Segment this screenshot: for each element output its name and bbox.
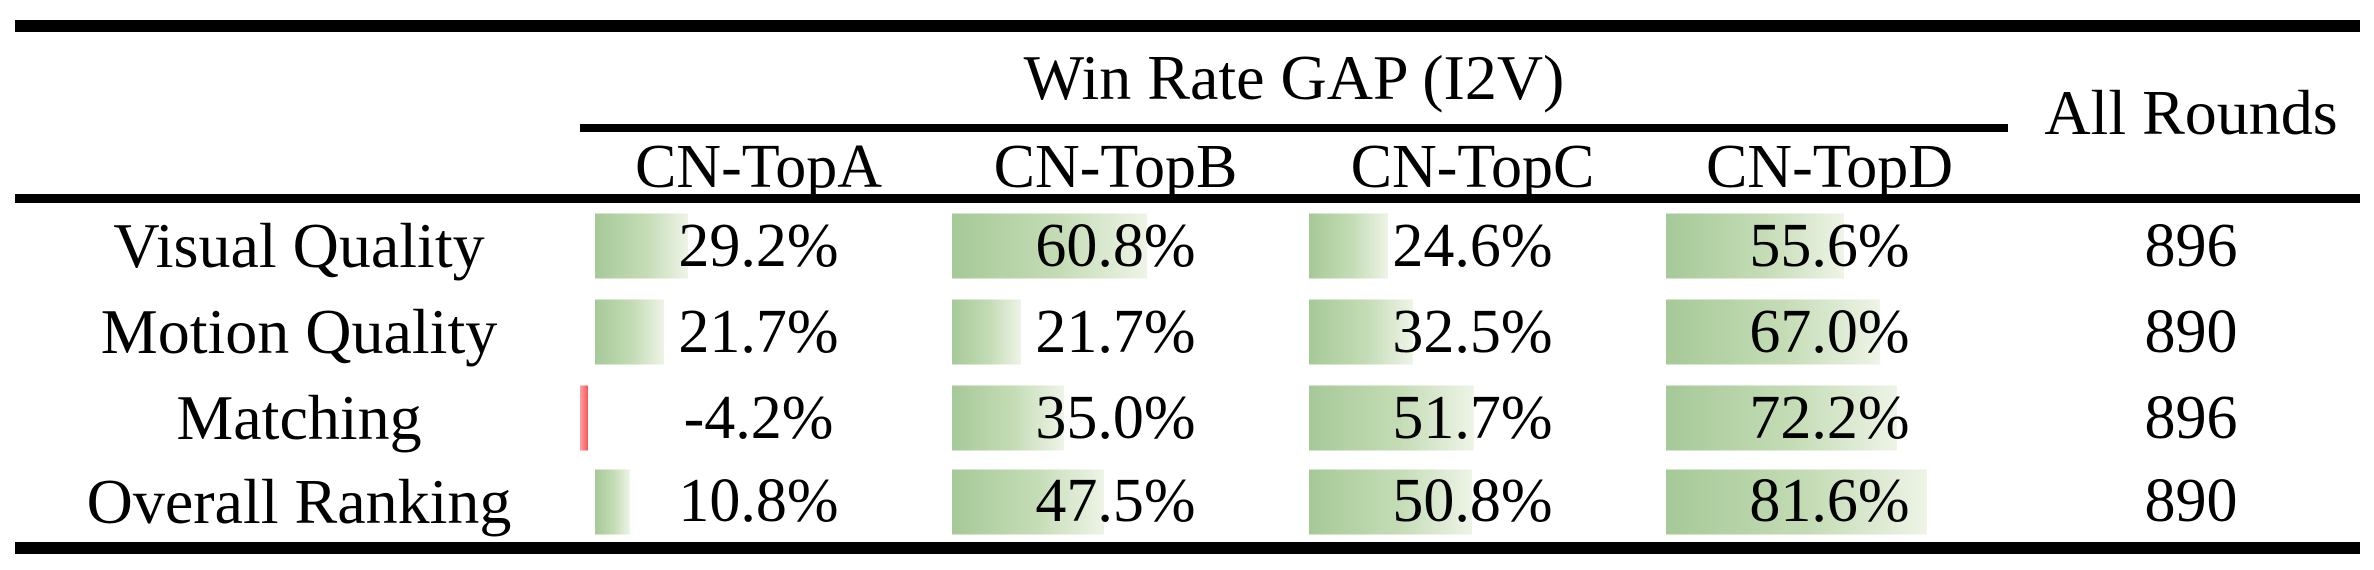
value-text: 21.7%	[1035, 297, 1196, 366]
all-rounds-column-header: All Rounds	[2044, 77, 2338, 148]
value-text: 55.6%	[1749, 211, 1910, 280]
col-header-cn-topc: CN-TopC	[1350, 133, 1595, 201]
col-header-cn-topb: CN-TopB	[993, 133, 1238, 201]
empty-header-cell	[2008, 132, 2374, 203]
all-rounds-value: 896	[2144, 211, 2238, 280]
value-text: 29.2%	[678, 211, 839, 280]
row-label: Matching	[176, 382, 422, 453]
value-cell: 51.7%	[1294, 375, 1651, 461]
table-row-matching: Matching -4.2% 35.0% 51.7% 72.2% 896	[0, 375, 2374, 461]
win-rate-bar	[1309, 385, 1474, 451]
value-cell: 81.6%	[1651, 461, 2008, 542]
win-rate-bar	[595, 213, 688, 279]
all-rounds-value: 890	[2144, 297, 2238, 366]
value-text: 67.0%	[1749, 297, 1910, 366]
value-text: 32.5%	[1392, 297, 1553, 366]
col-header-cn-topa: CN-TopA	[634, 133, 883, 201]
win-rate-bar	[1666, 469, 1927, 534]
col-header-cn-topd: CN-TopD	[1705, 133, 1954, 201]
value-cell: 32.5%	[1294, 289, 1651, 375]
value-text: 81.6%	[1749, 467, 1910, 535]
win-rate-bar	[595, 299, 664, 365]
value-text: 51.7%	[1392, 383, 1553, 452]
value-text: 72.2%	[1749, 383, 1910, 452]
row-label: Overall Ranking	[86, 465, 512, 537]
win-rate-bar	[595, 469, 630, 534]
win-rate-bar	[1666, 213, 1844, 279]
value-text: 24.6%	[1392, 211, 1553, 280]
table-row-motion-quality: Motion Quality 21.7% 21.7% 32.5% 67.0% 8…	[0, 289, 2374, 375]
win-rate-bar	[1309, 299, 1413, 365]
value-cell: 10.8%	[580, 461, 937, 542]
value-cell: 72.2%	[1651, 375, 2008, 461]
value-cell: 47.5%	[937, 461, 1294, 542]
win-rate-bar	[1666, 299, 1880, 365]
value-cell: 60.8%	[937, 203, 1294, 289]
table-row-visual-quality: Visual Quality 29.2% 60.8% 24.6% 55.6% 8…	[0, 203, 2374, 289]
value-text: 21.7%	[678, 297, 839, 366]
value-text: 10.8%	[678, 467, 839, 535]
header-separator-rule	[15, 194, 2360, 203]
value-cell: 55.6%	[1651, 203, 2008, 289]
value-text: 60.8%	[1035, 211, 1196, 280]
win-rate-bar	[952, 299, 1021, 365]
value-cell: -4.2%	[580, 375, 937, 461]
win-rate-bar	[1309, 213, 1388, 279]
win-rate-bar	[952, 213, 1147, 279]
top-rule	[15, 20, 2360, 32]
value-text: -4.2%	[683, 383, 834, 452]
method-header-row: CN-TopA CN-TopB CN-TopC CN-TopD	[0, 132, 2374, 201]
row-label: Visual Quality	[113, 210, 485, 281]
value-text: 50.8%	[1392, 467, 1553, 535]
win-rate-bar-negative	[580, 385, 588, 451]
all-rounds-value: 896	[2144, 383, 2238, 452]
value-cell: 35.0%	[937, 375, 1294, 461]
value-cell: 67.0%	[1651, 289, 2008, 375]
group-header-title: Win Rate GAP (I2V)	[1023, 42, 1565, 113]
empty-corner-cell	[0, 132, 580, 203]
value-cell: 21.7%	[580, 289, 937, 375]
table-row-overall-ranking: Overall Ranking 10.8% 47.5% 50.8% 81.6% …	[0, 461, 2374, 542]
value-cell: 24.6%	[1294, 203, 1651, 289]
value-text: 35.0%	[1035, 383, 1196, 452]
group-header-underline-rule	[580, 124, 2008, 132]
bottom-rule	[15, 542, 2360, 554]
win-rate-bar	[952, 469, 1104, 534]
value-cell: 29.2%	[580, 203, 937, 289]
win-rate-bar	[1309, 469, 1472, 534]
value-cell: 21.7%	[937, 289, 1294, 375]
value-text: 47.5%	[1035, 467, 1196, 535]
win-rate-bar	[1666, 385, 1897, 451]
row-label: Motion Quality	[100, 296, 498, 367]
value-cell: 50.8%	[1294, 461, 1651, 542]
all-rounds-value: 890	[2144, 467, 2238, 535]
win-rate-bar	[952, 385, 1064, 451]
